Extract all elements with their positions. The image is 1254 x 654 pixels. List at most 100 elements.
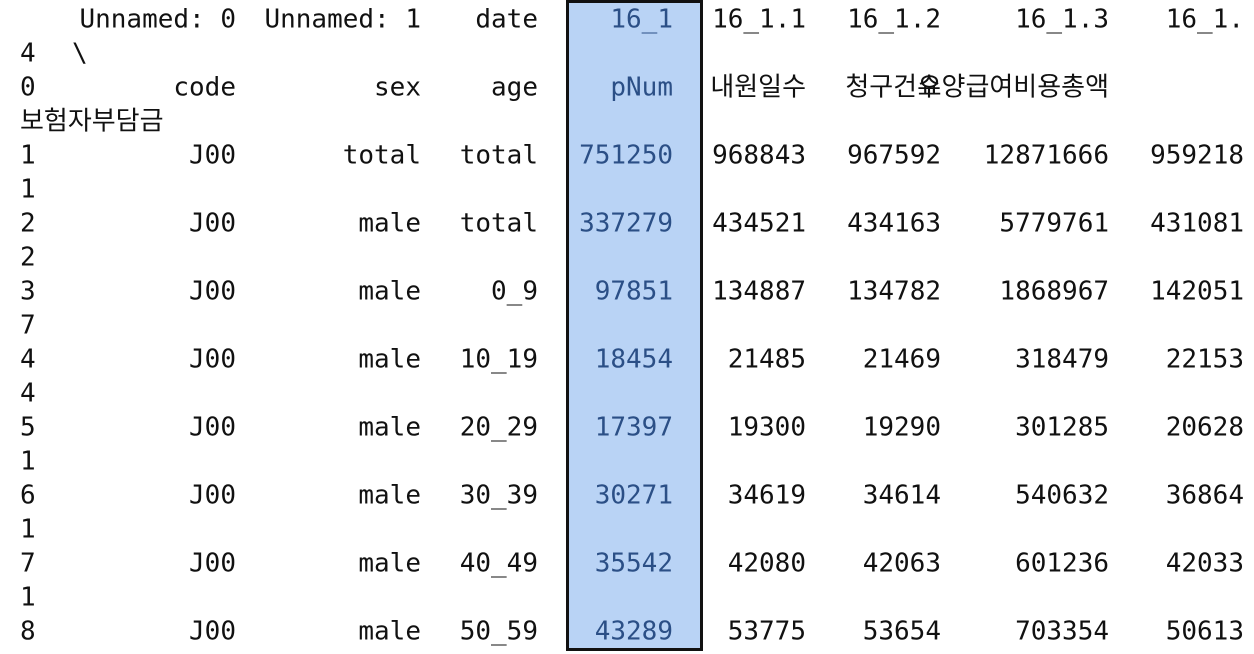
row-cell: J00 (189, 617, 236, 647)
row-cell: 50_59 (460, 617, 538, 647)
header-cell: age (491, 73, 538, 103)
row-cell: 959218 (1150, 141, 1244, 171)
row-cell: 967592 (847, 141, 941, 171)
row-index: 3 (20, 277, 36, 307)
row-cell: male (358, 345, 421, 375)
row-cell: 968843 (712, 141, 806, 171)
row-cell: 34614 (863, 481, 941, 511)
header-wrap: 보험자부담금 (20, 107, 164, 137)
row-wrap: 1 (20, 175, 36, 205)
row-cell: total (460, 141, 538, 171)
row-cell: 5779761 (999, 209, 1109, 239)
row-cell: 43289 (595, 617, 673, 647)
row-cell: 20_29 (460, 413, 538, 443)
row-cell: 0_9 (491, 277, 538, 307)
row-cell: 601236 (1015, 549, 1109, 579)
row-cell: 10_19 (460, 345, 538, 375)
row-cell: J00 (189, 277, 236, 307)
row-cell: 301285 (1015, 413, 1109, 443)
row-index: 1 (20, 141, 36, 171)
row-cell: 17397 (595, 413, 673, 443)
header-cell: 요양급여비용총액 (918, 73, 1109, 103)
header-cell: pNum (610, 73, 673, 103)
row-cell: male (358, 209, 421, 239)
row-cell: 30271 (595, 481, 673, 511)
row-cell: 34619 (728, 481, 806, 511)
row-cell: 19290 (863, 413, 941, 443)
row-cell: male (358, 277, 421, 307)
row-cell: male (358, 413, 421, 443)
header-cell: 청구건수 (845, 73, 941, 103)
row-cell: total (343, 141, 421, 171)
header-wrap: 4 (20, 39, 36, 69)
header-index: 0 (20, 73, 36, 103)
row-cell: 142051 (1150, 277, 1244, 307)
row-index: 5 (20, 413, 36, 443)
row-cell: 751250 (579, 141, 673, 171)
row-cell: 18454 (595, 345, 673, 375)
row-wrap: 1 (20, 583, 36, 613)
row-cell: 30_39 (460, 481, 538, 511)
row-cell: 20628 (1166, 413, 1244, 443)
row-cell: J00 (189, 413, 236, 443)
row-cell: male (358, 617, 421, 647)
row-cell: male (358, 481, 421, 511)
row-index: 8 (20, 617, 36, 647)
header-cell: 16_1. (1166, 5, 1244, 35)
row-cell: 42080 (728, 549, 806, 579)
row-cell: 42033 (1166, 549, 1244, 579)
row-cell: J00 (189, 549, 236, 579)
row-cell: 35542 (595, 549, 673, 579)
header-cell: 16_1 (610, 5, 673, 35)
row-cell: 434521 (712, 209, 806, 239)
row-cell: 21469 (863, 345, 941, 375)
row-index: 7 (20, 549, 36, 579)
header-cell: code (173, 73, 236, 103)
row-cell: 42063 (863, 549, 941, 579)
row-cell: male (358, 549, 421, 579)
row-wrap: 7 (20, 311, 36, 341)
row-cell: 318479 (1015, 345, 1109, 375)
column-highlight (566, 0, 703, 651)
row-cell: 431081 (1150, 209, 1244, 239)
row-wrap: 2 (20, 243, 36, 273)
row-cell: 53775 (728, 617, 806, 647)
row-index: 2 (20, 209, 36, 239)
row-cell: J00 (189, 481, 236, 511)
header-cell: Unnamed: 1 (264, 5, 421, 35)
header-cell: 16_1.1 (712, 5, 806, 35)
header-cell: 16_1.2 (847, 5, 941, 35)
row-cell: 337279 (579, 209, 673, 239)
header-cell: 16_1.3 (1015, 5, 1109, 35)
row-cell: 703354 (1015, 617, 1109, 647)
header-wrap: \ (72, 39, 88, 69)
row-cell: 134782 (847, 277, 941, 307)
row-cell: 21485 (728, 345, 806, 375)
row-cell: 12871666 (984, 141, 1109, 171)
row-index: 4 (20, 345, 36, 375)
row-wrap: 4 (20, 379, 36, 409)
header-cell: Unnamed: 0 (79, 5, 236, 35)
row-cell: 50613 (1166, 617, 1244, 647)
row-cell: total (460, 209, 538, 239)
row-cell: 97851 (595, 277, 673, 307)
row-index: 6 (20, 481, 36, 511)
row-cell: J00 (189, 345, 236, 375)
row-cell: 434163 (847, 209, 941, 239)
row-cell: 134887 (712, 277, 806, 307)
row-cell: 1868967 (999, 277, 1109, 307)
row-cell: J00 (189, 209, 236, 239)
row-cell: 40_49 (460, 549, 538, 579)
header-cell: date (475, 5, 538, 35)
row-cell: 19300 (728, 413, 806, 443)
row-cell: 540632 (1015, 481, 1109, 511)
row-cell: 53654 (863, 617, 941, 647)
row-cell: J00 (189, 141, 236, 171)
row-cell: 36864 (1166, 481, 1244, 511)
row-wrap: 1 (20, 515, 36, 545)
header-cell: 내원일수 (710, 73, 806, 103)
header-cell: sex (374, 73, 421, 103)
row-cell: 22153 (1166, 345, 1244, 375)
row-wrap: 1 (20, 447, 36, 477)
